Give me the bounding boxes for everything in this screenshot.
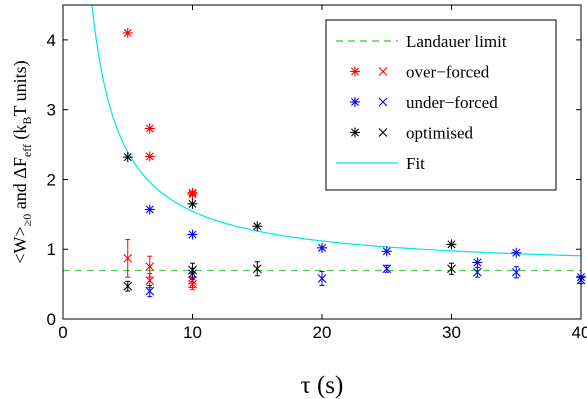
over-forced-cross-2 (145, 276, 155, 286)
x-tick-label-2: 20 (313, 323, 332, 342)
points-layer (122, 27, 586, 298)
over-forced-cross-1-d2 (145, 262, 155, 272)
over-forced-star-2 (144, 151, 155, 162)
under-forced-star-0-d2 (145, 205, 154, 214)
x-tick-label-0: 0 (58, 323, 67, 342)
optimised-star-2 (252, 221, 263, 232)
optimised-cross-2-d2 (252, 264, 262, 274)
under-forced-star-3 (381, 246, 392, 257)
ticks-layer: 0 10 20 30 40 0 1 2 3 4 (47, 5, 587, 342)
legend-entry-2-cross-swatch (378, 97, 388, 107)
optimised-cross-1 (188, 265, 197, 275)
x-tick-label-1: 10 (183, 323, 202, 342)
y-tick-label-4: 4 (47, 31, 56, 50)
y-axis-title-part-1: <W> (10, 226, 30, 263)
x-tick-label-3: 30 (442, 323, 461, 342)
legend-entry-2-star-swatch (350, 97, 360, 107)
y-axis-title-part-4: T units) (10, 60, 31, 116)
optimised-cross-0 (123, 281, 133, 291)
over-forced-star-0-d2 (123, 28, 132, 37)
legend-entry-3-star-swatch (350, 127, 360, 138)
under-forced-star-4 (472, 257, 483, 268)
x-tick-label-4: 40 (572, 323, 587, 342)
legend-entry-2-star-swatch-d2 (351, 98, 359, 106)
optimised-star-1-d2 (188, 199, 197, 208)
legend-entry-1-star-swatch-d2 (351, 67, 359, 76)
over-forced-star-4 (187, 189, 198, 200)
over-forced-cross-2-d2 (145, 276, 155, 286)
optimised-cross-0-d2 (123, 281, 133, 291)
under-forced-cross-5 (511, 267, 521, 277)
under-forced-cross-3 (382, 264, 392, 274)
over-forced-star-4-d2 (188, 190, 197, 199)
y-tick-label-0: 0 (47, 310, 56, 329)
y-axis-title-part-3: (k (10, 125, 31, 145)
legend-entry-2-label: under−forced (406, 93, 498, 112)
under-forced-cross-5-d2 (511, 267, 521, 277)
optimised-star-0-d2 (123, 153, 132, 162)
fit-curve (91, 5, 581, 257)
under-forced-cross-3-d2 (382, 264, 392, 274)
y-axis-title-subscript-3: B (20, 117, 34, 125)
under-forced-star-1 (187, 229, 198, 240)
legend-entry-1-label: over−forced (406, 63, 490, 82)
optimised-cross-3-d2 (447, 264, 456, 274)
under-forced-cross-2 (317, 274, 327, 283)
legend-box (325, 19, 557, 191)
over-forced-cross-0-d2 (123, 253, 133, 263)
under-forced-star-4-d2 (473, 258, 482, 267)
legend-entry-0-label: Landauer limit (406, 32, 507, 51)
under-forced-star-1-d2 (188, 230, 197, 239)
legend-entry-3-label: optimised (406, 124, 474, 143)
over-forced-star-1-d2 (145, 124, 154, 133)
legend-entry-2-cross-swatch-d2 (378, 97, 388, 107)
over-forced-cross-4-d2 (188, 279, 197, 289)
over-forced-star-1 (144, 123, 155, 134)
over-forced-cross-1 (145, 262, 155, 272)
x-axis-title: τ (s) (301, 372, 344, 399)
over-forced-star-2-d2 (145, 152, 154, 161)
legend-entry-3-cross-swatch (378, 128, 388, 137)
legend-entry-1-cross-swatch-d2 (378, 67, 388, 76)
under-forced-cross-2-d2 (317, 274, 327, 283)
under-forced-cross-4-d2 (473, 267, 482, 277)
y-axis-title-part-2: and ΔF (10, 157, 30, 214)
under-forced-star-3-d2 (382, 247, 391, 256)
optimised-star-2-d2 (253, 222, 262, 231)
optimised-star-3 (446, 239, 457, 250)
over-forced-cross-4 (188, 279, 197, 289)
y-axis-title-subscript-1: ≥0 (20, 214, 34, 227)
optimised-star-3-d2 (447, 240, 456, 249)
y-axis-title: <W>≥0 and ΔFeff (kBT units) (10, 60, 34, 263)
under-forced-cross-0 (145, 286, 155, 296)
under-forced-star-5-d2 (512, 248, 521, 257)
y-tick-label-3: 3 (47, 101, 56, 120)
y-tick-label-1: 1 (47, 240, 56, 259)
optimised-star-1 (187, 198, 198, 209)
under-forced-star-2-d2 (318, 243, 326, 252)
under-forced-star-5 (511, 247, 522, 258)
y-axis-title-subscript-2: eff (20, 144, 34, 157)
under-forced-cross-0-d2 (145, 286, 155, 296)
optimised-cross-3 (447, 264, 456, 274)
optimised-cross-1-d2 (188, 265, 197, 275)
legend-entry-1-cross-swatch (378, 67, 388, 76)
under-forced-star-2 (317, 242, 327, 253)
under-forced-star-0 (144, 204, 155, 215)
optimised-cross-2 (252, 264, 262, 274)
legend-entry-1-star-swatch (350, 66, 360, 77)
legend-entry-3-cross-swatch-d2 (378, 128, 388, 137)
over-forced-star-0 (122, 27, 133, 38)
legend: Landauer limit over−forced under−forced opt… (325, 19, 557, 191)
under-forced-cross-4 (473, 267, 482, 277)
fit-layer (91, 5, 581, 257)
legend-entry-3-star-swatch-d2 (351, 128, 359, 137)
optimised-star-0 (122, 152, 133, 163)
over-forced-cross-0 (123, 253, 133, 263)
y-tick-label-2: 2 (47, 170, 56, 189)
legend-entry-4-label: Fit (406, 154, 425, 173)
